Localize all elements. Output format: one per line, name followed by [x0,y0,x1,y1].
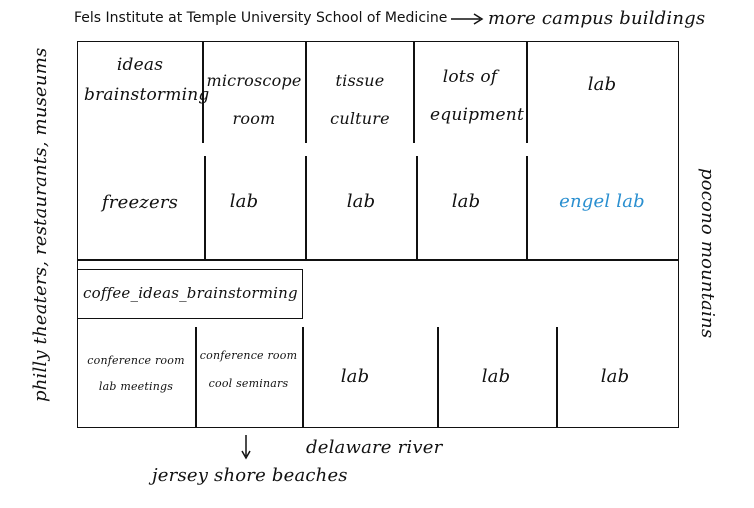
wall [556,327,558,428]
wall [305,156,307,259]
room-tissue-culture: tissue culture [330,71,390,128]
shore-label: jersey shore beaches [152,465,348,486]
coffee-room [77,269,303,319]
arrow-right-icon [450,11,484,30]
river-label: delaware river [306,437,443,458]
room-microscope: microscope room [206,71,302,128]
wall [302,327,304,428]
room-freezers: freezers [101,192,179,213]
room-engel-lab: engel lab [559,191,645,212]
right-side-label: pocono mountains [697,168,718,339]
floor-plan [77,41,679,428]
conference-room-2: conference room cool seminars [197,342,300,398]
room-ideas-brainstorming: ideas brainstorming [84,55,210,105]
arrow-down-icon [239,434,253,464]
floor-divider [77,259,679,261]
conference-room-2-purpose: cool seminars [208,377,289,390]
room-lab-bottom-2: lab [481,366,511,387]
wall [416,156,418,259]
conference-room-1: conference room lab meetings [79,348,193,400]
campus-label: more campus buildings [488,8,706,29]
wall [202,41,204,143]
room-lab-top-right: lab [587,74,617,95]
wall [437,327,439,428]
room-coffee: coffee_ideas_brainstorming [83,284,298,302]
wall [413,41,415,143]
conference-room-2-title: conference room [199,349,298,362]
wall [526,156,528,259]
wall [204,156,206,259]
institute-label: Fels Institute at Temple University Scho… [74,10,448,26]
left-side-label: philly theaters, restaurants, museums [30,47,51,402]
room-lab-mid-2: lab [346,191,376,212]
room-lab-mid-1: lab [229,191,259,212]
conference-room-1-purpose: lab meetings [98,380,174,393]
wall [305,41,307,143]
room-lab-bottom-1: lab [340,366,370,387]
room-lab-bottom-3: lab [600,366,630,387]
room-lab-mid-3: lab [451,191,481,212]
wall [195,327,197,428]
conference-room-1-title: conference room [87,354,185,367]
wall [526,41,528,143]
room-equipment: lots of equipment [430,67,524,125]
